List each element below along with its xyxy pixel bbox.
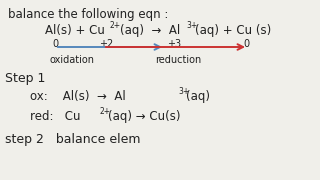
- Text: Al(s) + Cu: Al(s) + Cu: [45, 24, 105, 37]
- Text: Step 1: Step 1: [5, 72, 45, 85]
- Text: 0: 0: [52, 39, 58, 49]
- Text: 3+: 3+: [178, 87, 189, 96]
- Text: 2+: 2+: [110, 21, 121, 30]
- Text: (aq): (aq): [186, 90, 210, 103]
- Text: (aq)  →  Al: (aq) → Al: [120, 24, 180, 37]
- Text: red:   Cu: red: Cu: [30, 110, 81, 123]
- Text: 0: 0: [243, 39, 249, 49]
- Text: +3: +3: [167, 39, 181, 49]
- Text: (aq) + Cu (s): (aq) + Cu (s): [195, 24, 271, 37]
- Text: ox:    Al(s)  →  Al: ox: Al(s) → Al: [30, 90, 126, 103]
- Text: 3+: 3+: [186, 21, 197, 30]
- Text: reduction: reduction: [155, 55, 201, 65]
- Text: 2+: 2+: [100, 107, 111, 116]
- Text: step 2   balance elem: step 2 balance elem: [5, 133, 140, 146]
- Text: (aq) → Cu(s): (aq) → Cu(s): [108, 110, 180, 123]
- Text: balance the following eqn :: balance the following eqn :: [8, 8, 168, 21]
- Text: +2: +2: [99, 39, 113, 49]
- Text: oxidation: oxidation: [50, 55, 95, 65]
